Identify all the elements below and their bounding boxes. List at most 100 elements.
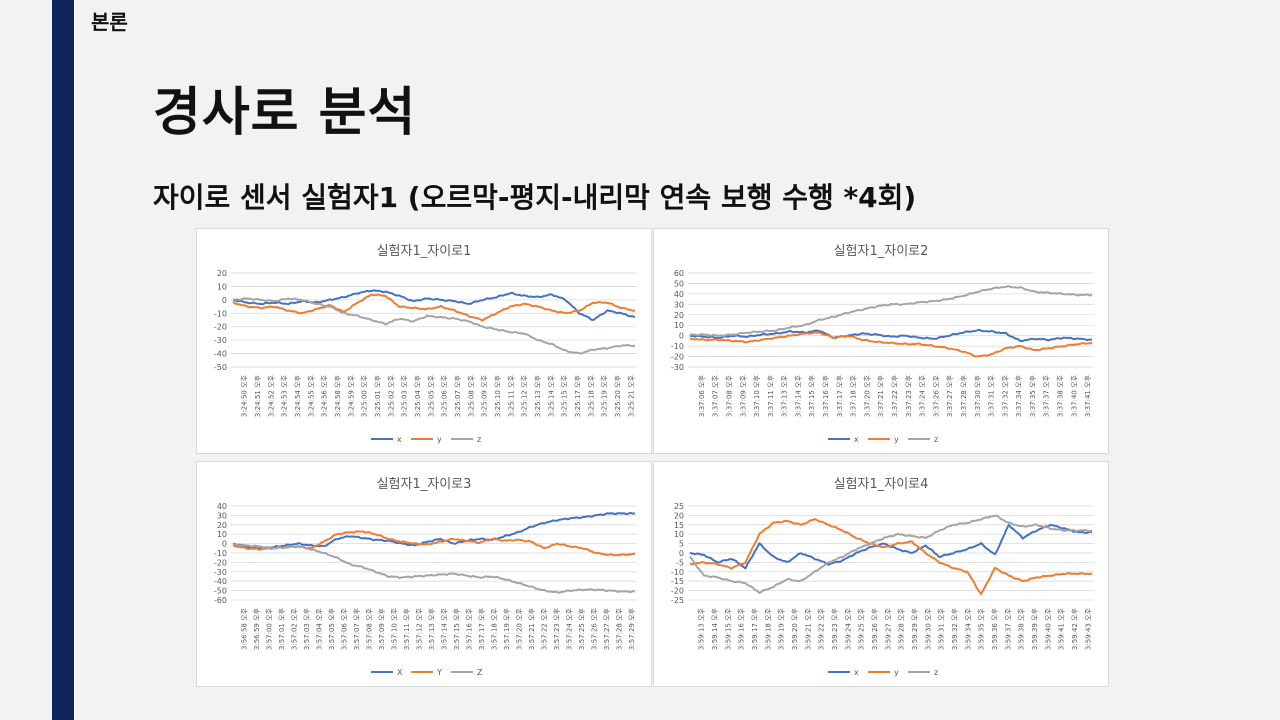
x-tick-label: 3:37:07 오후 <box>712 374 720 417</box>
y-tick-label: 20 <box>674 511 684 520</box>
y-tick-label: -60 <box>214 596 227 605</box>
x-tick-label: 3:37:21 오후 <box>877 374 885 417</box>
y-tick-label: 0 <box>222 540 227 549</box>
y-tick-label: 5 <box>679 540 684 549</box>
x-tick-label: 3:25:11 오후 <box>507 374 515 417</box>
x-tick-label: 3:24:55 오후 <box>307 374 315 417</box>
y-tick-label: -25 <box>671 596 684 605</box>
x-tick-label: 3:59:16 오후 <box>738 607 746 650</box>
x-tick-label: 3:37:08 오후 <box>725 374 733 417</box>
x-tick-label: 3:57:17 오후 <box>478 607 486 650</box>
x-tick-label: 3:57:13 오후 <box>428 607 436 650</box>
y-tick-label: 20 <box>217 521 227 530</box>
y-tick-label: 10 <box>674 321 684 330</box>
y-tick-label: -10 <box>671 342 684 351</box>
x-tick-label: 3:37:15 오후 <box>808 374 816 417</box>
y-tick-label: 30 <box>217 511 227 520</box>
x-tick-label: 3:37:31 오후 <box>988 374 996 417</box>
x-tick-label: 3:37:27 오후 <box>946 374 954 417</box>
x-tick-label: 3:25:21 오후 <box>627 374 635 417</box>
x-tick-label: 3:59:21 오후 <box>804 607 812 650</box>
y-tick-label: -10 <box>214 309 227 318</box>
x-tick-label: 3:57:07 오후 <box>353 607 361 650</box>
x-tick-label: 3:57:06 오후 <box>340 607 348 650</box>
x-tick-label: 3:57:03 오후 <box>303 607 311 650</box>
y-tick-label: -10 <box>671 568 684 577</box>
y-tick-label: -50 <box>214 587 227 596</box>
x-tick-label: 3:59:43 오후 <box>1084 607 1092 650</box>
series-line-y <box>689 331 1093 358</box>
x-tick-label: 3:57:16 오후 <box>465 607 473 650</box>
legend-label: Y <box>436 668 442 677</box>
x-tick-label: 3:37:20 오후 <box>863 374 871 417</box>
x-tick-label: 3:59:14 오후 <box>711 607 719 650</box>
x-tick-label: 3:25:18 오후 <box>587 374 595 417</box>
slide-title: 경사로 분석 <box>153 83 417 143</box>
x-tick-label: 3:57:23 오후 <box>553 607 561 650</box>
x-tick-label: 3:57:15 오후 <box>453 607 461 650</box>
y-tick-label: 10 <box>217 282 227 291</box>
y-tick-label: -30 <box>214 568 227 577</box>
series-line-x <box>689 523 1093 570</box>
y-tick-label: -10 <box>214 549 227 558</box>
legend-label: x <box>854 435 859 444</box>
x-tick-label: 3:56:59 오후 <box>253 607 261 650</box>
x-tick-label: 3:59:25 오후 <box>858 607 866 650</box>
chart-gyro1: 실험자1_자이로1 20 10 0 -10 -20 -30 -40 -50 3:24:50 오후 3… <box>214 244 637 444</box>
chart-panel-3: 실험자1_자이로3 40 30 20 10 0 -10 -20 -30 -40 -50 -60 3:56… <box>196 461 652 687</box>
y-tick-label: -30 <box>671 363 684 372</box>
x-tick-label: 3:37:22 오후 <box>891 374 899 417</box>
x-tick-label: 3:57:22 오후 <box>540 607 548 650</box>
y-tick-label: -40 <box>214 350 227 359</box>
x-tick-label: 3:57:27 오후 <box>603 607 611 650</box>
y-tick-label: 20 <box>674 311 684 320</box>
y-tick-label: 30 <box>674 300 684 309</box>
x-tick-label: 3:37:11 오후 <box>767 374 775 417</box>
x-tick-label: 3:59:32 오후 <box>951 607 959 650</box>
x-tick-label: 3:57:05 오후 <box>328 607 336 650</box>
x-tick-label: 3:59:30 오후 <box>924 607 932 650</box>
x-tick-label: 3:57:20 오후 <box>515 607 523 650</box>
series-line-y <box>232 293 635 322</box>
x-tick-label: 3:25:17 오후 <box>574 374 582 417</box>
x-tick-label: 3:57:14 오후 <box>440 607 448 650</box>
x-tick-label: 3:25:02 오후 <box>387 374 395 417</box>
x-tick-label: 3:37:24 오후 <box>919 374 927 417</box>
y-tick-label: 25 <box>674 502 684 511</box>
x-tick-label: 3:24:59 오후 <box>347 374 355 417</box>
x-tick-label: 3:59:31 오후 <box>938 607 946 650</box>
series-line-x <box>232 511 636 550</box>
y-tick-label: 40 <box>674 290 684 299</box>
x-tick-label: 3:25:07 오후 <box>454 374 462 417</box>
x-tick-label: 3:57:21 오후 <box>528 607 536 650</box>
chart-title: 실험자1_자이로3 <box>377 477 472 492</box>
series-line-z <box>232 543 636 594</box>
x-tick-label: 3:24:50 오후 <box>241 374 249 417</box>
y-tick-label: -20 <box>671 587 684 596</box>
x-tick-label: 3:59:19 오후 <box>778 607 786 650</box>
legend-label: x <box>854 668 859 677</box>
y-tick-label: 20 <box>217 269 227 278</box>
series-line-x <box>232 289 636 321</box>
x-tick-label: 3:57:25 오후 <box>578 607 586 650</box>
legend-label: y <box>894 435 899 444</box>
y-tick-label: 0 <box>222 296 227 305</box>
x-tick-label: 3:37:30 오후 <box>974 374 982 417</box>
legend-label: z <box>477 435 481 444</box>
sidebar-accent-bar <box>52 0 74 720</box>
x-tick-label: 3:24:56 오후 <box>321 374 329 417</box>
x-tick-label: 3:37:32 오후 <box>1001 374 1009 417</box>
x-tick-label: 3:25:05 오후 <box>427 374 435 417</box>
chart-title: 실험자1_자이로1 <box>377 244 472 259</box>
x-tick-label: 3:59:23 오후 <box>831 607 839 650</box>
y-tick-label: -30 <box>214 336 227 345</box>
x-tick-label: 3:25:03 오후 <box>401 374 409 417</box>
x-tick-label: 3:57:19 오후 <box>503 607 511 650</box>
x-tick-label: 3:57:11 오후 <box>403 607 411 650</box>
x-tick-label: 3:57:02 오후 <box>290 607 298 650</box>
x-tick-label: 3:59:29 오후 <box>911 607 919 650</box>
x-tick-label: 3:59:28 오후 <box>898 607 906 650</box>
chart-panel-2: 실험자1_자이로2 60 50 40 30 20 10 0 -10 -20 -30 3:37:06 오… <box>653 228 1109 454</box>
x-tick-label: 3:59:26 오후 <box>871 607 879 650</box>
